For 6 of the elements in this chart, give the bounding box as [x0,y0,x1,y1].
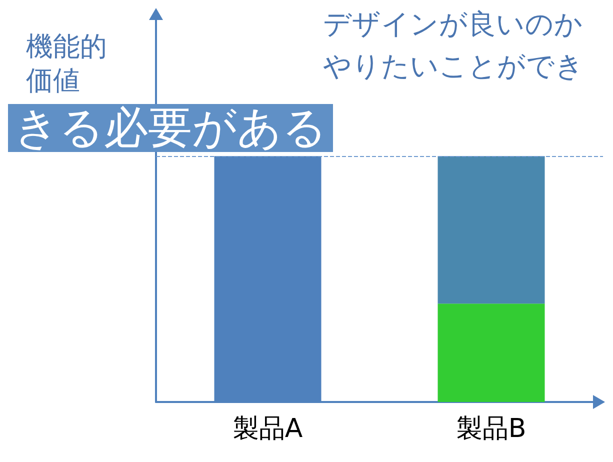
y-axis-title: 機能的価値 [26,32,107,96]
x-tick-label: 製品B [456,414,526,444]
text: やりたいことができ [323,50,584,82]
text: きる必要がある [14,102,327,154]
text: デザインが良いのか [323,8,583,40]
x-tick-label: 製品A [232,414,303,444]
